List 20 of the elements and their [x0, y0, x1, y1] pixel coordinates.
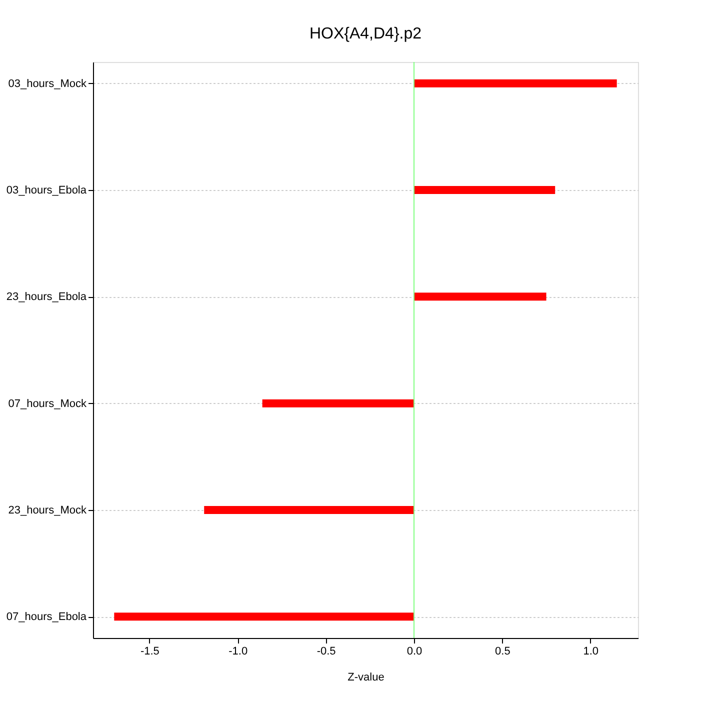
bar — [114, 612, 414, 621]
bar — [414, 79, 617, 88]
bar — [262, 399, 414, 408]
y-tick-label: 03_hours_Ebola — [6, 184, 88, 196]
x-tick-label: 0.0 — [406, 646, 422, 658]
chart-title: HOX{A4,D4}.p2 — [309, 26, 422, 42]
x-tick-label: -1.5 — [140, 646, 160, 658]
bar — [414, 292, 546, 301]
x-tick-label: 1.0 — [583, 646, 599, 658]
y-tick-label: 07_hours_Ebola — [6, 611, 88, 624]
x-tick-label: -1.0 — [228, 646, 248, 658]
bar — [414, 186, 556, 194]
x-axis-title: Z-value — [348, 672, 384, 684]
y-tick-label: 23_hours_Ebola — [6, 291, 88, 304]
y-tick-label: 23_hours_Mock — [8, 504, 87, 516]
y-tick-label: 07_hours_Mock — [8, 398, 87, 410]
y-tick-label: 03_hours_Mock — [8, 78, 87, 90]
bar — [204, 506, 414, 514]
x-tick-label: -0.5 — [316, 646, 336, 658]
x-tick-label: 0.5 — [495, 646, 510, 658]
